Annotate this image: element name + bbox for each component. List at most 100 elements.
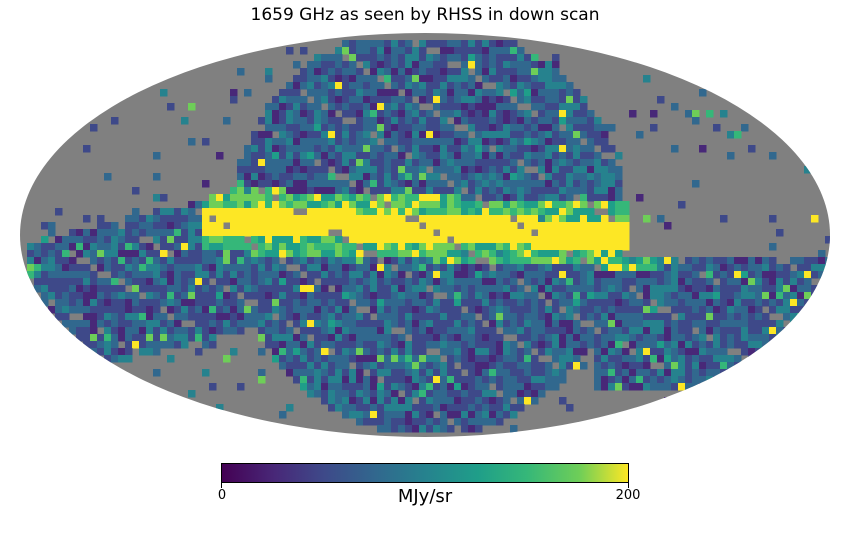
sky-pixel <box>552 327 560 335</box>
sky-pixel <box>286 208 294 216</box>
sky-pixel <box>552 187 560 195</box>
sky-pixel <box>468 257 476 265</box>
colorbar-min-label: 0 <box>217 488 227 503</box>
sky-pixel <box>713 285 721 293</box>
sky-pixel <box>111 250 119 258</box>
sky-pixel <box>657 327 665 335</box>
sky-pixel <box>573 173 581 181</box>
sky-pixel <box>223 355 231 363</box>
sky-pixel <box>818 264 826 272</box>
sky-pixel <box>671 257 679 265</box>
sky-pixel <box>517 404 525 412</box>
sky-pixel <box>755 292 763 300</box>
sky-pixel <box>265 236 273 244</box>
sky-pixel <box>293 299 301 307</box>
sky-pixel <box>517 264 525 272</box>
sky-pixel <box>356 397 364 405</box>
sky-pixel <box>468 306 476 314</box>
sky-pixel <box>531 103 539 111</box>
sky-pixel <box>447 411 455 419</box>
sky-pixel <box>566 138 574 146</box>
sky-pixel <box>426 222 434 230</box>
sky-pixel <box>335 334 343 342</box>
sky-pixel <box>300 215 308 223</box>
sky-pixel <box>776 306 784 314</box>
sky-pixel <box>685 327 693 335</box>
sky-pixel <box>573 124 581 132</box>
sky-pixel <box>258 236 266 244</box>
sky-pixel <box>454 376 462 384</box>
sky-pixel <box>566 173 574 181</box>
sky-pixel <box>552 82 560 90</box>
sky-pixel <box>447 40 455 48</box>
sky-pixel <box>293 355 301 363</box>
sky-pixel <box>496 201 504 209</box>
sky-pixel <box>720 306 728 314</box>
sky-pixel <box>461 236 469 244</box>
sky-pixel <box>258 292 266 300</box>
sky-pixel <box>377 47 385 55</box>
sky-pixel <box>433 68 441 76</box>
sky-pixel <box>566 355 574 363</box>
sky-pixel <box>167 222 175 230</box>
sky-pixel <box>398 229 406 237</box>
sky-pixel <box>34 257 42 265</box>
sky-pixel <box>307 348 315 356</box>
sky-pixel <box>524 278 532 286</box>
sky-pixel <box>398 75 406 83</box>
sky-pixel <box>335 278 343 286</box>
sky-pixel <box>300 124 308 132</box>
sky-pixel <box>419 383 427 391</box>
sky-pixel <box>685 383 693 391</box>
sky-pixel <box>678 264 686 272</box>
sky-pixel <box>342 138 350 146</box>
sky-pixel <box>370 327 378 335</box>
sky-pixel <box>293 229 301 237</box>
sky-pixel <box>643 299 651 307</box>
sky-pixel <box>510 348 518 356</box>
sky-pixel <box>132 208 140 216</box>
sky-pixel <box>426 89 434 97</box>
sky-pixel <box>391 362 399 370</box>
sky-pixel <box>615 229 623 237</box>
sky-pixel <box>419 285 427 293</box>
sky-pixel <box>265 166 273 174</box>
sky-pixel <box>412 89 420 97</box>
sky-pixel <box>160 89 168 97</box>
sky-pixel <box>510 376 518 384</box>
sky-pixel <box>531 362 539 370</box>
sky-pixel <box>517 145 525 153</box>
sky-pixel <box>720 320 728 328</box>
sky-pixel <box>468 271 476 279</box>
sky-pixel <box>671 348 679 356</box>
sky-pixel <box>545 61 553 69</box>
sky-pixel <box>524 138 532 146</box>
sky-pixel <box>587 117 595 125</box>
sky-pixel <box>503 341 511 349</box>
sky-pixel <box>566 131 574 139</box>
sky-pixel <box>209 327 217 335</box>
sky-pixel <box>552 299 560 307</box>
sky-pixel <box>503 82 511 90</box>
sky-pixel <box>293 131 301 139</box>
sky-pixel <box>216 229 224 237</box>
sky-pixel <box>321 257 329 265</box>
sky-pixel <box>790 320 798 328</box>
sky-pixel <box>496 96 504 104</box>
sky-pixel <box>475 40 483 48</box>
sky-pixel <box>608 348 616 356</box>
sky-pixel <box>475 425 483 433</box>
sky-pixel <box>286 152 294 160</box>
sky-pixel <box>244 278 252 286</box>
sky-pixel <box>398 264 406 272</box>
sky-pixel <box>181 292 189 300</box>
sky-pixel <box>321 96 329 104</box>
sky-pixel <box>566 152 574 160</box>
sky-pixel <box>90 250 98 258</box>
sky-pixel <box>202 138 210 146</box>
sky-pixel <box>398 243 406 251</box>
sky-pixel <box>545 222 553 230</box>
sky-pixel <box>349 138 357 146</box>
sky-pixel <box>384 320 392 328</box>
sky-pixel <box>699 257 707 265</box>
